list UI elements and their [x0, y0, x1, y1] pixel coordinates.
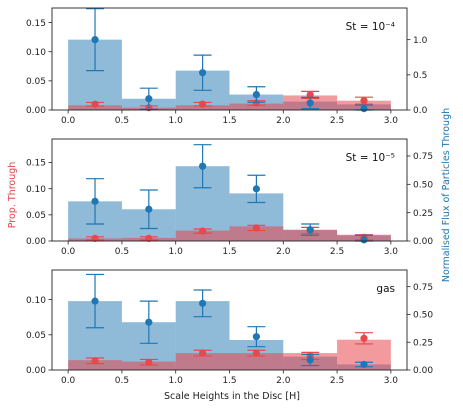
prop-point: [252, 349, 260, 357]
left-y-tick-label: 0.00: [26, 366, 46, 376]
flux-point: [145, 95, 153, 103]
prop-point: [91, 100, 99, 108]
x-tick-label: 1.0: [169, 247, 184, 257]
right-y-tick-label: 0.75: [413, 152, 433, 162]
left-y-tick-label: 0.05: [26, 331, 46, 341]
x-tick-label: 2.5: [330, 247, 344, 257]
left-y-tick-label: 0.10: [26, 48, 46, 58]
x-tick-label: 1.5: [222, 376, 236, 386]
right-y-tick-label: 0.00: [413, 366, 433, 376]
x-tick-label: 1.5: [222, 247, 236, 257]
x-tick-label: 0.0: [61, 247, 76, 257]
x-tick-label: 2.0: [276, 376, 291, 386]
prop-bar: [229, 103, 284, 110]
right-y-tick-label: 0.50: [413, 181, 433, 191]
flux-point: [252, 333, 260, 341]
prop-bar: [175, 230, 230, 241]
prop-point: [252, 224, 260, 232]
right-y-tick-label: 0.75: [413, 283, 433, 293]
x-tick-label: 0.5: [115, 247, 129, 257]
flux-point: [145, 205, 153, 213]
right-y-tick-label: 0.00: [413, 237, 433, 247]
panel-3: 0.00 0.05 0.10 0.00 0.25 0.50 0.75 0.0 0.5 1.0 1.5…: [26, 269, 433, 386]
x-tick-label: 2.5: [330, 376, 344, 386]
prop-bar: [229, 353, 284, 370]
prop-point: [145, 358, 153, 366]
x-tick-label: 0.5: [115, 116, 129, 126]
flux-point: [360, 104, 368, 113]
x-tick-label: 2.5: [330, 116, 344, 126]
prop-point: [145, 234, 153, 242]
flux-point: [91, 297, 99, 305]
panels: 0.00 0.05 0.10 0.15 0.0 0.5 1.0 0.0 0.5 1.0 1.5 2.0…: [26, 7, 433, 386]
x-tick-label: 2.0: [276, 247, 291, 257]
flux-point: [91, 197, 99, 205]
prop-point: [199, 349, 207, 357]
panel-2: 0.00 0.05 0.10 0.15 0.00 0.25 0.50 0.75 0.0 0.5 1.…: [26, 138, 433, 257]
prop-point: [91, 234, 99, 242]
flux-point: [199, 162, 207, 170]
x-tick-label: 3.0: [384, 247, 399, 257]
prop-point: [199, 227, 207, 235]
left-y-tick-label: 0.05: [26, 77, 46, 87]
right-y-tick-label: 0.25: [413, 338, 433, 348]
x-tick-label: 3.0: [384, 116, 399, 126]
prop-bar: [229, 226, 284, 241]
prop-point: [360, 97, 368, 105]
x-tick-label: 1.0: [169, 116, 184, 126]
x-tick-label: 3.0: [384, 376, 399, 386]
flux-point: [252, 185, 260, 193]
left-y-tick-label: 0.15: [26, 159, 46, 169]
right-y-axis-label: Normalised Flux of Particles Through: [441, 108, 452, 282]
panel-1: 0.00 0.05 0.10 0.15 0.0 0.5 1.0 0.0 0.5 1.0 1.5 2.0…: [26, 7, 428, 126]
flux-point: [360, 236, 368, 244]
panel-annotation: St = 10⁻⁴: [346, 21, 395, 33]
left-y-tick-label: 0.10: [26, 185, 46, 195]
prop-point: [252, 99, 260, 107]
x-tick-label: 1.0: [169, 376, 184, 386]
prop-point: [199, 100, 207, 108]
prop-bar: [68, 360, 122, 370]
flux-point: [306, 356, 314, 364]
x-tick-label: 0.0: [61, 116, 76, 126]
flux-point: [91, 36, 99, 44]
panel-annotation: St = 10⁻⁵: [346, 152, 395, 164]
right-y-tick-label: 0.25: [413, 209, 433, 219]
x-tick-label: 2.0: [276, 116, 291, 126]
right-y-tick-label: 0.50: [413, 311, 433, 321]
right-y-tick-label: 0.0: [413, 106, 428, 116]
prop-point: [91, 357, 99, 365]
x-axis-label: Scale Heights in the Disc [H]: [164, 391, 300, 402]
left-y-tick-label: 0.00: [26, 106, 46, 116]
right-y-tick-label: 1.0: [413, 36, 428, 46]
left-y-tick-label: 0.15: [26, 19, 46, 29]
x-tick-label: 0.5: [115, 376, 129, 386]
prop-point: [306, 91, 314, 99]
x-tick-label: 1.5: [222, 116, 236, 126]
left-y-axis-label: Prop. Through: [7, 162, 18, 229]
flux-point: [145, 318, 153, 326]
panel-annotation: gas: [376, 283, 395, 295]
x-tick-label: 0.0: [61, 376, 76, 386]
prop-point: [360, 334, 368, 342]
flux-point: [199, 69, 207, 77]
left-y-tick-label: 0.00: [26, 237, 46, 247]
flux-point: [306, 226, 314, 234]
left-y-tick-label: 0.10: [26, 296, 46, 306]
flux-point: [360, 360, 368, 369]
prop-bar: [175, 353, 230, 370]
left-y-tick-label: 0.05: [26, 211, 46, 221]
flux-point: [199, 299, 207, 307]
flux-point: [306, 99, 314, 107]
flux-point: [252, 90, 260, 99]
right-y-tick-label: 0.5: [413, 71, 427, 81]
